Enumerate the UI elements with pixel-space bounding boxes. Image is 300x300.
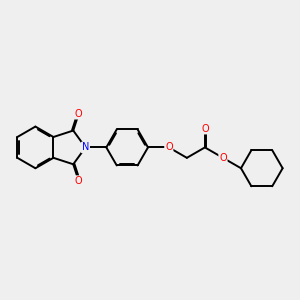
Text: O: O bbox=[75, 109, 82, 119]
Text: O: O bbox=[75, 176, 82, 186]
Text: N: N bbox=[82, 142, 89, 152]
Text: O: O bbox=[201, 124, 209, 134]
Text: O: O bbox=[219, 153, 227, 163]
Text: O: O bbox=[165, 142, 172, 152]
